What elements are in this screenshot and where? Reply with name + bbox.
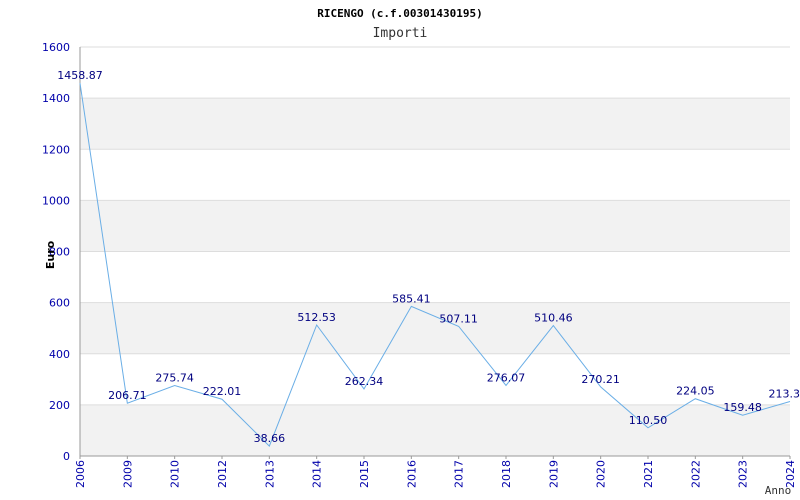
x-tick-label: 2015 (358, 460, 371, 488)
data-label: 510.46 (534, 312, 573, 325)
y-tick-label: 1400 (42, 92, 70, 105)
y-tick-label: 600 (49, 297, 70, 310)
chart-title: RICENGO (c.f.00301430195) (317, 7, 483, 20)
x-tick-label: 2014 (311, 460, 324, 488)
data-label: 276.07 (487, 371, 526, 384)
y-tick-label: 0 (63, 450, 70, 463)
x-tick-label: 2017 (453, 460, 466, 488)
data-label: 262.34 (345, 375, 384, 388)
data-labels: 1458.87 206.71 275.74 222.01 38.66 512.53 262.… (57, 69, 800, 445)
x-tick-label: 2010 (169, 460, 182, 488)
gridlines (80, 46, 790, 457)
data-label: 1458.87 (57, 69, 103, 82)
x-tick-label: 2006 (74, 460, 87, 488)
chart-subtitle: Importi (373, 26, 428, 41)
y-tick-label: 400 (49, 348, 70, 361)
data-label: 224.05 (676, 385, 715, 398)
x-tick-label: 2016 (405, 460, 418, 488)
data-label: 222.01 (203, 385, 242, 398)
x-tick-label: 2023 (737, 460, 750, 488)
x-tick-label: 2012 (216, 460, 229, 488)
data-label: 38.66 (254, 432, 286, 445)
data-label: 110.50 (629, 414, 668, 427)
x-tick-label: 2009 (121, 460, 134, 488)
y-tick-label: 1600 (42, 41, 70, 54)
data-label: 270.21 (581, 373, 620, 386)
y-tick-label: 800 (49, 246, 70, 259)
x-tick-label: 2020 (595, 460, 608, 488)
x-tick-labels: 2006 2009 2010 2012 2013 2014 2015 2016 2017 2018… (74, 456, 797, 488)
y-tick-labels: 0 200 400 600 800 1000 1200 1400 1600 (42, 41, 70, 463)
x-tick-label: 2021 (642, 460, 655, 488)
x-axis-label: Anno (765, 484, 792, 497)
x-tick-label: 2018 (500, 460, 513, 488)
data-label: 206.71 (108, 389, 147, 402)
x-tick-label: 2024 (784, 460, 797, 488)
y-tick-label: 1200 (42, 143, 70, 156)
y-tick-label: 1000 (42, 194, 70, 207)
background-band (80, 200, 790, 252)
background-band (80, 98, 790, 150)
data-label: 159.48 (723, 401, 762, 414)
data-label: 213.3 (769, 387, 800, 400)
x-tick-label: 2022 (689, 460, 702, 488)
y-tick-label: 200 (49, 399, 70, 412)
y-axis-label: Euro (44, 240, 57, 269)
series-line (79, 83, 791, 448)
x-tick-label: 2013 (263, 460, 276, 488)
background-bands (80, 98, 790, 456)
data-label: 512.53 (297, 311, 336, 324)
data-label: 585.41 (392, 292, 431, 305)
background-band (80, 302, 790, 354)
data-label: 275.74 (155, 372, 194, 385)
background-band (80, 404, 790, 456)
data-label: 507.11 (439, 312, 478, 325)
x-tick-label: 2019 (547, 460, 560, 488)
